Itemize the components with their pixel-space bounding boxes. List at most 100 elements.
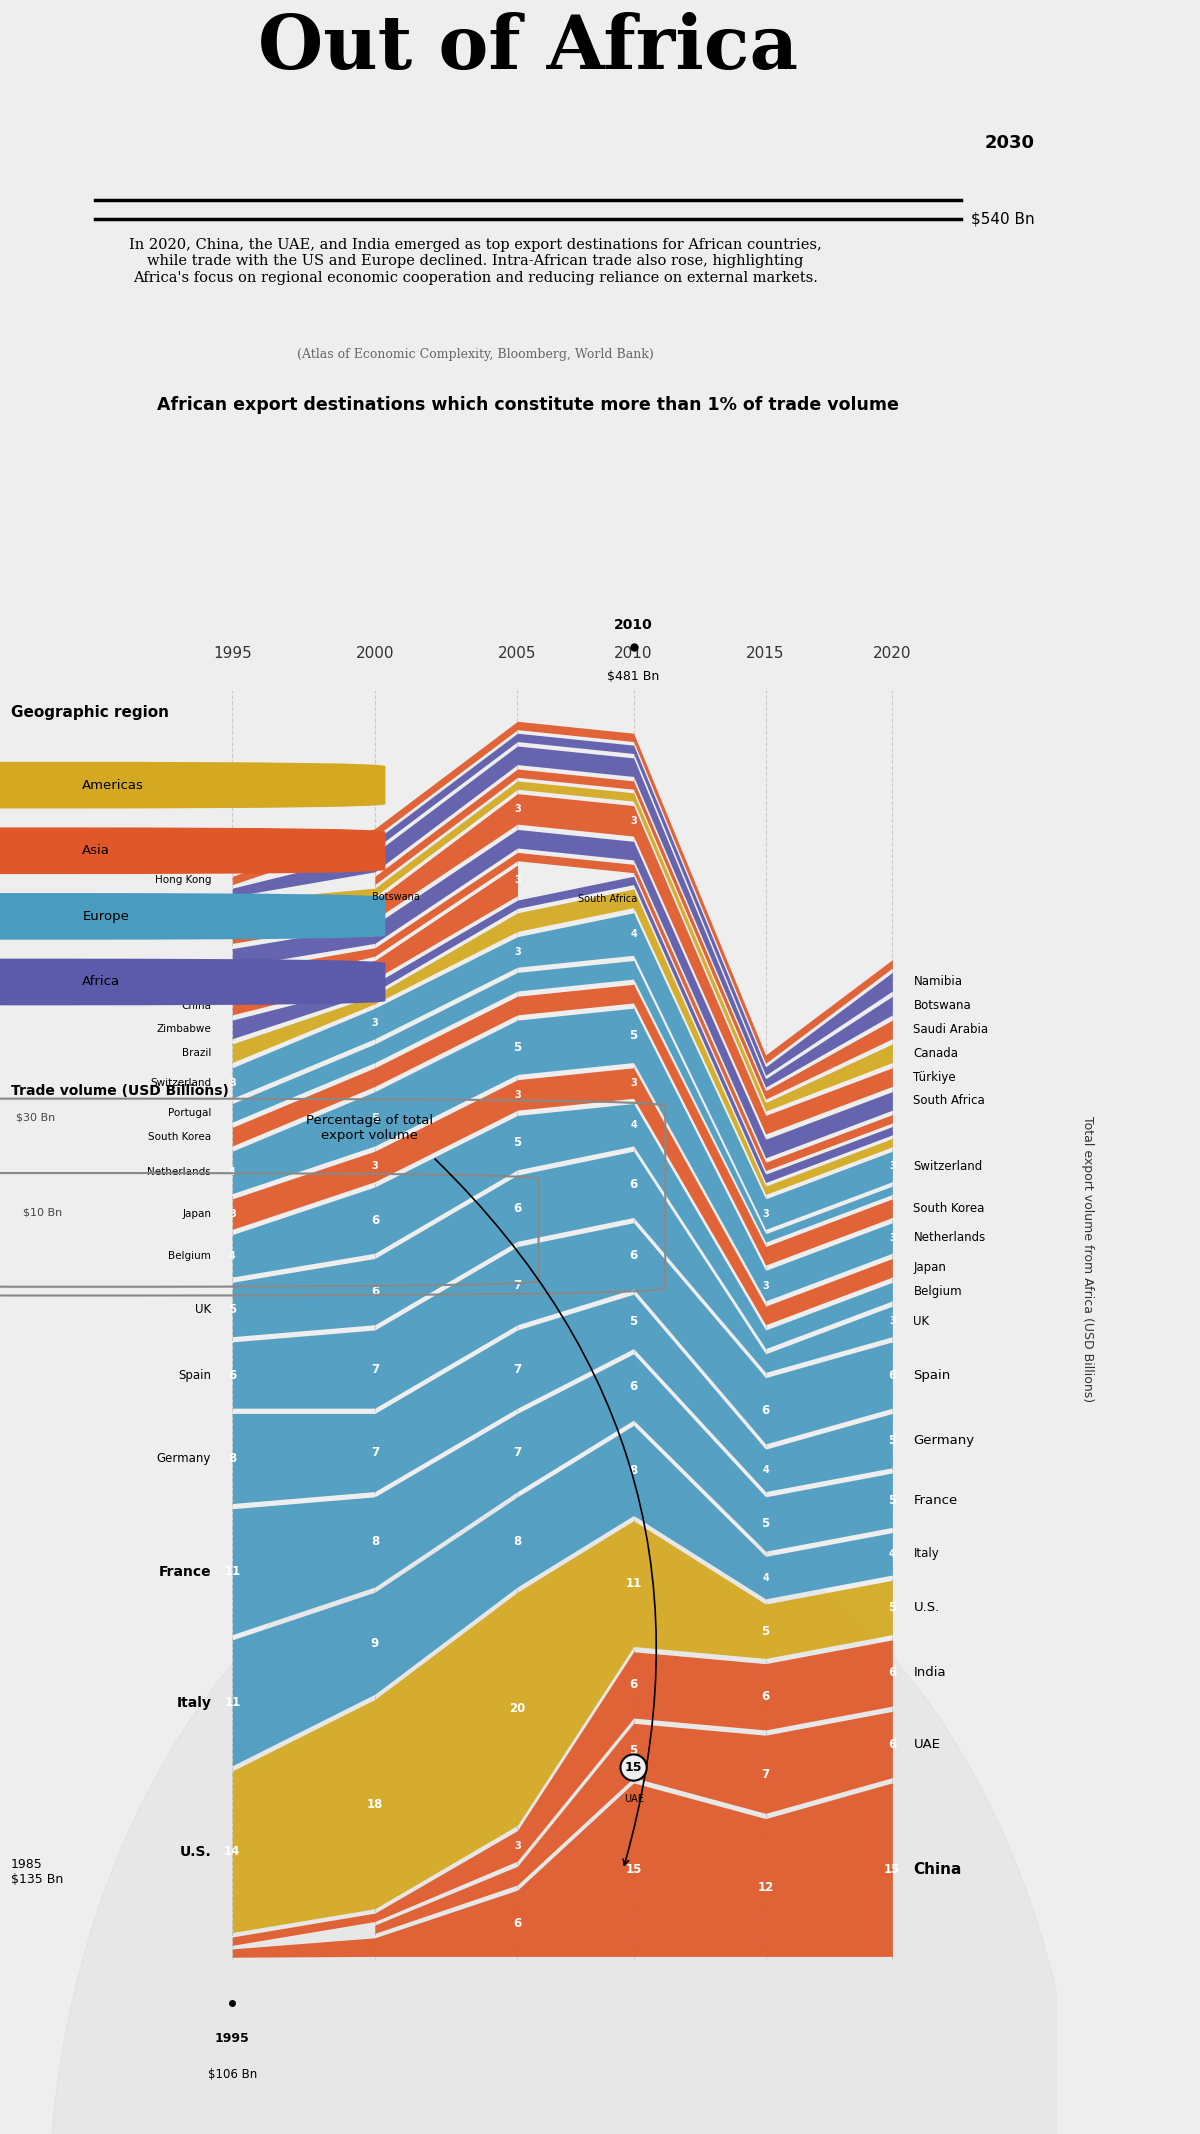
Text: $106 Bn: $106 Bn [208, 2068, 257, 2081]
Text: 4: 4 [229, 1251, 235, 1261]
Text: 4: 4 [229, 1167, 235, 1178]
Text: Italy: Italy [176, 1697, 211, 1709]
Text: Hong Kong: Hong Kong [155, 875, 211, 886]
Text: 6: 6 [762, 1404, 769, 1417]
Text: 14: 14 [224, 1846, 240, 1859]
Text: 15: 15 [884, 1863, 900, 1876]
Text: 3: 3 [372, 1018, 378, 1029]
Text: 5: 5 [888, 1600, 896, 1613]
Text: 5: 5 [888, 1434, 896, 1447]
Text: 2010: 2010 [614, 619, 653, 632]
Text: Trade volume (USD Billions): Trade volume (USD Billions) [11, 1084, 228, 1099]
Text: Türkiye: Türkiye [174, 928, 211, 939]
Text: (Atlas of Economic Complexity, Bloomberg, World Bank): (Atlas of Economic Complexity, Bloomberg… [296, 348, 654, 361]
Text: 6: 6 [514, 1201, 522, 1214]
Text: 6: 6 [514, 1916, 522, 1929]
Text: 4: 4 [889, 1549, 895, 1558]
Text: UAE: UAE [624, 1795, 643, 1803]
Text: $30 Bn: $30 Bn [16, 1112, 55, 1122]
Text: Brazil: Brazil [182, 1048, 211, 1058]
Text: 11: 11 [224, 1564, 240, 1579]
Text: 7: 7 [371, 1447, 379, 1460]
Text: Spain: Spain [913, 1368, 950, 1381]
Text: 12: 12 [757, 1880, 774, 1895]
Text: 3: 3 [372, 1161, 378, 1172]
Text: 5: 5 [762, 1624, 769, 1637]
Text: 4: 4 [762, 1466, 769, 1475]
Text: Canada: Canada [913, 1046, 959, 1061]
Text: 6: 6 [888, 1737, 896, 1752]
Text: 2020: 2020 [874, 647, 912, 662]
Text: Botswana: Botswana [913, 999, 971, 1012]
Text: 8: 8 [228, 1451, 236, 1464]
Text: Spain: Spain [179, 1368, 211, 1381]
FancyBboxPatch shape [0, 762, 385, 809]
Text: 2000: 2000 [355, 647, 394, 662]
Text: 5: 5 [228, 1304, 236, 1317]
Text: 3: 3 [889, 1161, 895, 1172]
Text: 15: 15 [625, 1863, 642, 1876]
Text: 11: 11 [625, 1577, 642, 1590]
Text: African export destinations which constitute more than 1% of trade volume: African export destinations which consti… [157, 397, 899, 414]
Text: Switzerland: Switzerland [913, 1161, 983, 1174]
Text: Netherlands: Netherlands [148, 1167, 211, 1178]
Text: 2005: 2005 [498, 647, 536, 662]
Text: 3: 3 [514, 947, 521, 956]
Text: 3: 3 [229, 1078, 235, 1088]
Text: 8: 8 [514, 1534, 522, 1549]
Text: South Korea: South Korea [913, 1201, 985, 1214]
Text: 3: 3 [514, 875, 521, 886]
Text: 6: 6 [228, 1368, 236, 1381]
Text: 6: 6 [371, 1285, 379, 1297]
Text: 3: 3 [229, 1210, 235, 1219]
Text: South Africa: South Africa [913, 1095, 985, 1108]
Text: 5: 5 [514, 1135, 522, 1148]
Text: Türkiye: Türkiye [913, 1071, 956, 1084]
Text: France: France [913, 1494, 958, 1507]
Text: 3: 3 [762, 1280, 769, 1291]
Text: 6: 6 [888, 1667, 896, 1679]
Text: 7: 7 [371, 1361, 379, 1376]
Text: Switzerland: Switzerland [150, 1078, 211, 1088]
Text: 15: 15 [625, 1761, 642, 1773]
Text: Geographic region: Geographic region [11, 704, 168, 719]
Text: 5: 5 [630, 1743, 637, 1756]
FancyBboxPatch shape [0, 892, 385, 939]
Text: 2015: 2015 [746, 647, 785, 662]
Text: Total export volume from Africa (USD Billions): Total export volume from Africa (USD Bil… [1081, 1116, 1093, 1402]
Text: Germany: Germany [913, 1434, 974, 1447]
Text: Out of Africa: Out of Africa [258, 11, 798, 85]
Text: 8: 8 [371, 1534, 379, 1549]
Text: 5: 5 [762, 1517, 769, 1530]
Text: 7: 7 [514, 1278, 522, 1291]
Text: China: China [913, 1863, 962, 1878]
Text: 7: 7 [514, 1361, 522, 1376]
Text: 5: 5 [888, 1494, 896, 1507]
Text: Belgium: Belgium [168, 1251, 211, 1261]
Text: Portugal: Portugal [168, 1108, 211, 1118]
Text: Zimbabwe: Zimbabwe [156, 1024, 211, 1035]
Text: 6: 6 [371, 1214, 379, 1227]
Text: Italy: Italy [913, 1547, 940, 1560]
Text: 6: 6 [888, 1368, 896, 1381]
Text: 11: 11 [224, 1697, 240, 1709]
Text: 3: 3 [889, 1317, 895, 1327]
Text: Percentage of total
export volume: Percentage of total export volume [306, 1114, 433, 1142]
Text: 1995: 1995 [212, 647, 252, 662]
Text: South Africa: South Africa [577, 894, 637, 905]
Text: Americas: Americas [83, 779, 144, 792]
Text: 6: 6 [630, 1679, 637, 1692]
Text: $481 Bn: $481 Bn [607, 670, 660, 683]
Text: Japan: Japan [182, 1210, 211, 1219]
Text: 5: 5 [371, 1112, 379, 1125]
Text: Botswana: Botswana [372, 892, 420, 903]
Text: 3: 3 [514, 805, 521, 813]
Text: 9: 9 [371, 1637, 379, 1650]
Text: UK: UK [913, 1315, 930, 1327]
Text: 3: 3 [630, 1078, 637, 1088]
Text: Europe: Europe [83, 909, 130, 922]
Text: 1995: 1995 [215, 2032, 250, 2044]
Text: 7: 7 [514, 1447, 522, 1460]
Text: 6: 6 [630, 1178, 637, 1191]
Text: 2010: 2010 [614, 647, 653, 662]
